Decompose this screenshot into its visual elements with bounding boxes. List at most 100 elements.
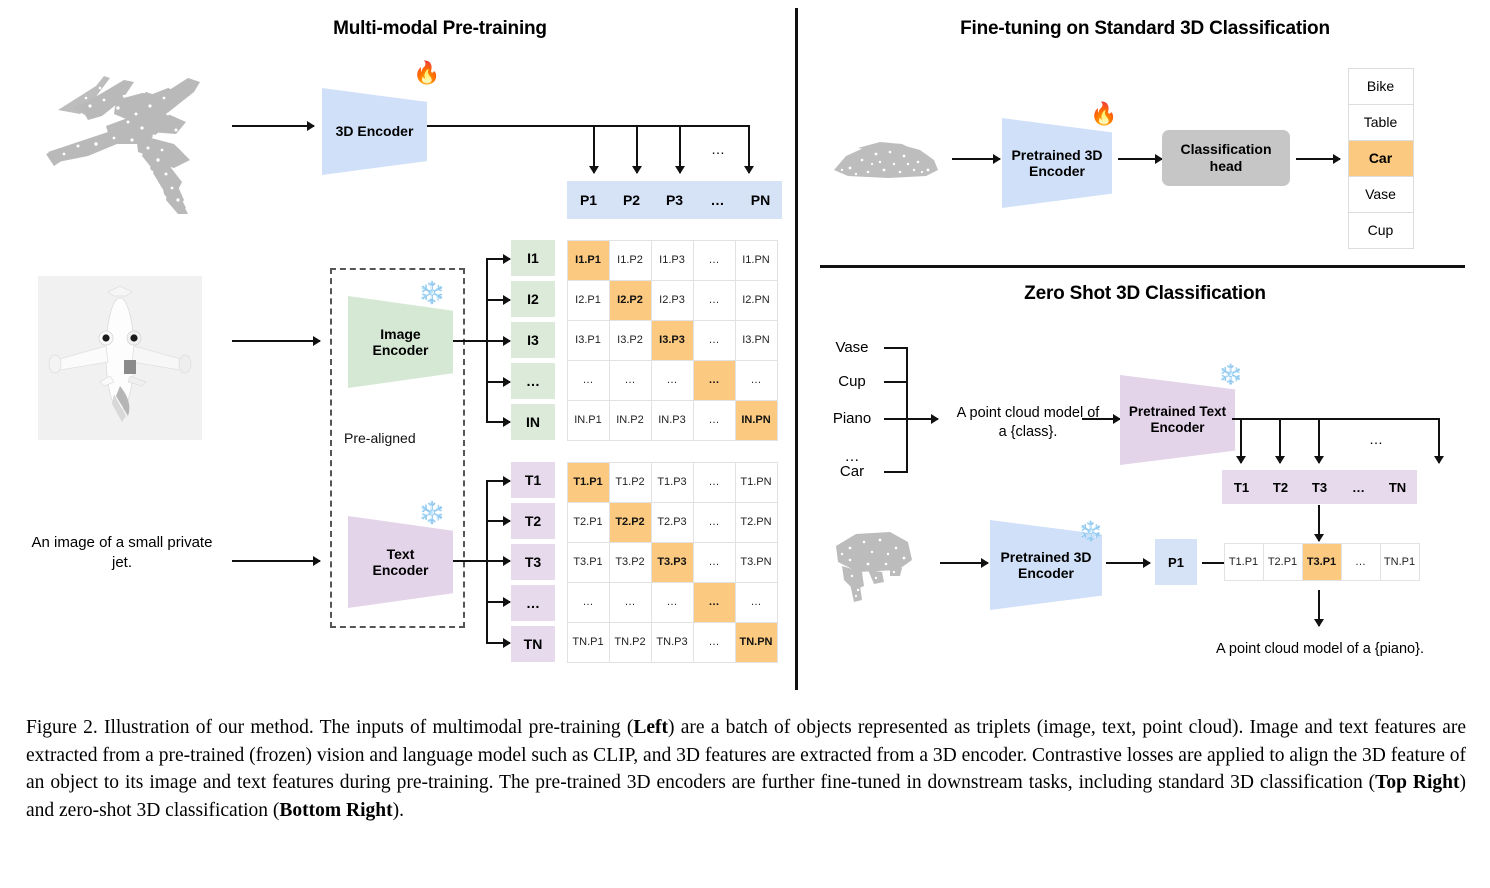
- matrix-cell: T2.P3: [650, 501, 694, 543]
- text-similarity-matrix: T1.P1 T1.P2 T1.P3… T1.PN T2.P1 T2.P2 T2.P3… T2.…: [566, 461, 778, 663]
- encoder-3d-block[interactable]: 3D Encoder: [322, 88, 427, 175]
- class-list-item[interactable]: Bike: [1347, 67, 1414, 105]
- matrix-cell: …: [608, 581, 652, 623]
- matrix-cell: TN.P1: [1379, 542, 1420, 581]
- matrix-row: TN.P1 TN.P2 TN.P3… TN.PN: [566, 621, 778, 663]
- class-list-item[interactable]: Car: [1347, 139, 1414, 177]
- arrow-head-to-classlist: [1296, 158, 1340, 160]
- figure-canvas: Multi-modal Pre-training: [0, 0, 1490, 700]
- pretrained-3d-encoder-block-finetune[interactable]: Pretrained 3D Encoder: [1002, 118, 1112, 208]
- text-feature-column: T1 T2 T3 … TN: [511, 462, 555, 662]
- class-prediction-list: Bike Table Car Vase Cup: [1347, 67, 1414, 249]
- class-list-item[interactable]: Vase: [1347, 175, 1414, 213]
- pre-aligned-dashed-box: [330, 268, 465, 628]
- zs-text-output-bus: [1232, 418, 1440, 420]
- matrix-cell: T3.P3: [650, 541, 694, 583]
- matrix-cell: …: [566, 359, 610, 401]
- arrow-to-t3: [486, 560, 510, 562]
- feature-cell: P1: [567, 181, 610, 219]
- pretrained-text-encoder-block[interactable]: Pretrained Text Encoder: [1120, 375, 1235, 465]
- matrix-cell: …: [734, 359, 778, 401]
- matrix-cell: T2.PN: [734, 501, 778, 543]
- bottom-right-panel-title: Zero Shot 3D Classification: [1024, 283, 1266, 304]
- pretrained-3d-encoder-block-zeroshot[interactable]: Pretrained 3D Encoder: [990, 520, 1102, 610]
- matrix-cell: IN.P3: [650, 399, 694, 441]
- image-encoder-label-line1: Image: [380, 325, 421, 342]
- arrow-piano-to-encoder: [940, 562, 988, 564]
- matrix-cell: I1.PN: [734, 239, 778, 281]
- class-bracket-bottom: [884, 471, 907, 473]
- feature-cell: …: [696, 181, 739, 219]
- matrix-cell: …: [650, 581, 694, 623]
- figure-caption: Figure 2. Illustration of our method. Th…: [26, 714, 1466, 825]
- ft-encoder-label-line1: Pretrained 3D: [1011, 146, 1103, 163]
- fire-icon-finetune: 🔥: [1090, 101, 1118, 126]
- arrow-to-p1: [593, 125, 595, 173]
- caption-text-3: ) and zero-shot 3D classification (: [26, 772, 1466, 822]
- feature-label-cell: I3: [511, 322, 555, 358]
- arrow-to-t-dots: [486, 601, 510, 603]
- prompt-line2: a {class}.: [998, 423, 1058, 440]
- matrix-cell: T3.P1: [1301, 542, 1342, 581]
- snowflake-icon-text-encoder: ❄️: [418, 500, 446, 525]
- matrix-cell: T1.P1: [566, 461, 610, 503]
- matrix-row: T3.P1 T3.P2 T3.P3… T3.PN: [566, 541, 778, 583]
- matrix-cell: I1.P2: [608, 239, 652, 281]
- class-list-item[interactable]: Cup: [1347, 211, 1414, 249]
- arrow-to-tn: [486, 642, 510, 644]
- matrix-cell: I3.P2: [608, 319, 652, 361]
- arrow-to-t1: [486, 480, 510, 482]
- matrix-row: I2.P1 I2.P2 I2.P3… I2.PN: [566, 279, 778, 321]
- matrix-cell: T1.PN: [734, 461, 778, 503]
- text-encoder-block[interactable]: Text Encoder: [348, 516, 453, 608]
- arrow-to-zs-t2: [1279, 418, 1281, 463]
- text-prompt-input: An image of a small private jet.: [22, 533, 222, 572]
- zero-shot-class-label: Vase: [835, 339, 869, 356]
- arrow-encoder-to-p1-zs: [1106, 562, 1150, 564]
- matrix-cell: …: [566, 581, 610, 623]
- arrow-to-p3: [679, 125, 681, 173]
- matrix-row: T1.P1 T1.P2 T1.P3… T1.PN: [566, 461, 778, 503]
- classification-head-block[interactable]: Classification head: [1162, 130, 1290, 186]
- feature-label-cell: IN: [511, 404, 555, 440]
- zero-shot-result-text: A point cloud model of a {piano}.: [1216, 641, 1424, 657]
- point-feature-row: P1 P2 P3… PN: [567, 181, 782, 219]
- matrix-cell: TN.P1: [566, 621, 610, 663]
- matrix-cell: T2.P2: [608, 501, 652, 543]
- matrix-cell: T1.P1: [1223, 542, 1264, 581]
- feature-cell: T3: [1300, 470, 1339, 504]
- matrix-cell: I3.PN: [734, 319, 778, 361]
- arrow-encoder-to-head: [1118, 158, 1162, 160]
- encoder3d-output-bus: [427, 125, 749, 127]
- matrix-cell: TN.PN: [734, 621, 778, 663]
- image-encoder-block[interactable]: Image Encoder: [348, 296, 453, 388]
- zs-point-feature-cell: P1: [1155, 539, 1197, 585]
- matrix-cell: …: [650, 359, 694, 401]
- feature-cell: PN: [739, 181, 782, 219]
- snowflake-icon-text-encoder-zs: ❄️: [1218, 364, 1243, 386]
- matrix-row: IN.P1 IN.P2 IN.P3… IN.PN: [566, 399, 778, 441]
- matrix-cell: T2.P1: [1262, 542, 1303, 581]
- feature-label-cell: T2: [511, 503, 555, 539]
- matrix-cell: TN.P2: [608, 621, 652, 663]
- arrow-to-zs-tn: [1438, 418, 1440, 463]
- head-label-line1: Classification: [1180, 141, 1272, 158]
- matrix-row: T1.P1 T2.P1 T3.P1… TN.P1: [1223, 542, 1420, 581]
- feature-label-cell: I1: [511, 240, 555, 276]
- zs-encoder3d-line2: Encoder: [1017, 565, 1074, 581]
- zero-shot-similarity-row: T1.P1 T2.P1 T3.P1… TN.P1: [1223, 542, 1420, 581]
- fire-icon: 🔥: [413, 60, 441, 85]
- matrix-row: T2.P1 T2.P2 T2.P3… T2.PN: [566, 501, 778, 543]
- class-list-item[interactable]: Table: [1347, 103, 1414, 141]
- feature-cell: P3: [653, 181, 696, 219]
- text-encoder-label-line1: Text: [386, 545, 415, 562]
- matrix-cell: …: [734, 581, 778, 623]
- matrix-cell: I2.P1: [566, 279, 610, 321]
- class-bracket-top: [884, 347, 907, 349]
- matrix-cell: T3.P1: [566, 541, 610, 583]
- arrow-prompt-to-text-encoder: [1082, 418, 1120, 420]
- airplane-point-cloud: [46, 76, 200, 214]
- arrow-to-pn: [748, 125, 750, 173]
- zs-text-encoder-line1: Pretrained Text: [1128, 404, 1227, 420]
- feature-label-cell: T1: [511, 462, 555, 498]
